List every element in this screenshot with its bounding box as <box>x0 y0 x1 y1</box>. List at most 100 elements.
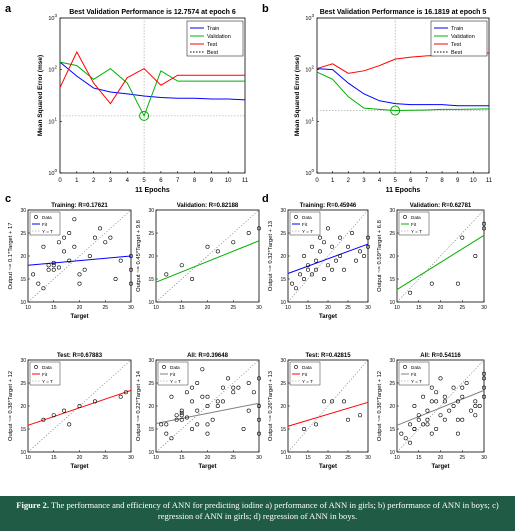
data-point-d0 <box>297 272 302 277</box>
legend-label-c0: Fit <box>42 222 48 227</box>
legend-label-validation: Validation <box>451 34 475 40</box>
y-tick-label-c0: 30 <box>20 208 26 214</box>
x-tick-label-d0: 25 <box>345 305 351 311</box>
best-marker-b <box>390 105 401 116</box>
data-point-c0 <box>51 267 56 272</box>
data-point-d3 <box>473 403 478 408</box>
y-tick-label-c0: 15 <box>20 277 26 283</box>
data-point-c0 <box>56 265 61 270</box>
data-point-d0 <box>345 244 350 249</box>
data-point-d0 <box>321 240 326 245</box>
panel-letter-c: c <box>5 193 11 205</box>
data-point-c0 <box>113 276 118 281</box>
legend-swatch-data-d1 <box>403 215 407 219</box>
y-tick-label-b: 101 <box>305 116 314 125</box>
x-tick-label-c0: 25 <box>102 305 108 311</box>
y-tick-label-c3: 20 <box>148 404 154 410</box>
x-tick-label-d2: 10 <box>285 455 291 461</box>
data-point-c0 <box>129 281 134 286</box>
data-point-d2 <box>321 399 326 404</box>
x-tick-label-c2: 20 <box>77 455 83 461</box>
y-tick-label-d2: 10 <box>280 450 286 456</box>
y-tick-label-a: 100 <box>48 168 57 177</box>
data-point-c2 <box>62 408 67 413</box>
identity-line-d3 <box>396 359 485 453</box>
data-point-d3 <box>412 426 417 431</box>
data-point-c3 <box>251 390 256 395</box>
data-point-d3 <box>455 431 460 436</box>
legend-label-d0: Fit <box>302 222 308 227</box>
data-point-d0 <box>313 267 318 272</box>
data-point-c3 <box>179 410 184 415</box>
series-line-train-b <box>316 68 489 107</box>
data-point-d3 <box>451 385 456 390</box>
y-tick-label-d1: 20 <box>389 254 395 260</box>
data-point-c3 <box>169 436 174 441</box>
chart-title-b: Best Validation Performance is 16.1819 a… <box>320 9 487 16</box>
x-tick-label-d3: 15 <box>416 455 422 461</box>
data-point-c0 <box>51 260 56 265</box>
identity-line-c1 <box>155 209 260 303</box>
y-tick-label-c2: 30 <box>20 358 26 364</box>
y-tick-label-c2: 25 <box>20 381 26 387</box>
data-point-d1 <box>481 221 486 226</box>
legend-label-c2: Y = T <box>42 379 53 384</box>
data-point-c0 <box>129 254 134 259</box>
chart-title-d0: Training: R=0.45946 <box>300 203 357 209</box>
legend-label-d3: Fit <box>411 372 417 377</box>
fit-line-c1 <box>155 240 260 283</box>
data-point-d3 <box>442 417 447 422</box>
data-point-d3 <box>425 417 430 422</box>
y-axis-label-b: Mean Squared Error (mse) <box>294 55 301 136</box>
data-point-c0 <box>51 263 56 268</box>
legend-label-train: Train <box>451 26 463 32</box>
fit-line-d3 <box>396 389 485 426</box>
data-point-d2 <box>329 399 334 404</box>
legend-swatch-data-c0 <box>34 215 38 219</box>
identity-line-c0 <box>27 209 132 303</box>
data-point-d3 <box>434 399 439 404</box>
data-point-d3 <box>438 413 443 418</box>
x-tick-label-d0: 20 <box>325 305 331 311</box>
fit-line-c0 <box>27 255 132 266</box>
data-point-c3 <box>190 399 195 404</box>
data-point-d3 <box>442 399 447 404</box>
legend-label-c3: Data <box>170 365 180 370</box>
data-point-c3 <box>215 403 220 408</box>
y-tick-label-c3: 10 <box>148 450 154 456</box>
data-point-c0 <box>41 244 46 249</box>
data-point-d2 <box>301 426 306 431</box>
data-point-c3 <box>231 390 236 395</box>
chart-title-d2: Test: R=0.42815 <box>305 353 351 359</box>
data-point-c3 <box>215 399 220 404</box>
x-tick-label-d0: 15 <box>305 305 311 311</box>
data-point-d3 <box>416 413 421 418</box>
data-point-c3 <box>205 431 210 436</box>
legend-swatch-data-d0 <box>294 215 298 219</box>
data-point-c0 <box>72 217 77 222</box>
x-axis-label-c3: Target <box>199 464 217 470</box>
y-tick-label-c1: 15 <box>148 277 154 283</box>
data-point-d0 <box>361 254 366 259</box>
data-point-c3 <box>200 367 205 372</box>
data-point-d3 <box>429 385 434 390</box>
legend-label-c3: Fit <box>170 372 176 377</box>
data-point-d2 <box>345 417 350 422</box>
data-point-d3 <box>403 436 408 441</box>
x-tick-label-d2: 30 <box>365 455 371 461</box>
y-tick-label-d2: 25 <box>280 381 286 387</box>
x-tick-label-a: 6 <box>159 178 163 184</box>
data-point-c3 <box>246 380 251 385</box>
best-marker-a <box>139 110 150 121</box>
x-tick-label-c1: 25 <box>230 305 236 311</box>
legend-swatch-data-d3 <box>403 365 407 369</box>
y-tick-label-d1: 10 <box>389 300 395 306</box>
data-point-d3 <box>481 385 486 390</box>
data-point-c3 <box>159 422 164 427</box>
data-point-c3 <box>236 385 241 390</box>
x-tick-label-c3: 25 <box>230 455 236 461</box>
x-tick-label-d1: 10 <box>394 305 400 311</box>
y-tick-label-d2: 30 <box>280 358 286 364</box>
legend-label-d1: Fit <box>411 222 417 227</box>
legend-label-c0: Y = T <box>42 229 53 234</box>
